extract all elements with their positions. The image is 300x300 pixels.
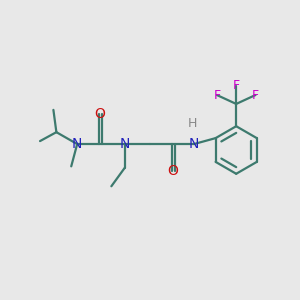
Text: O: O [94,107,105,121]
Text: F: F [252,88,259,101]
Text: N: N [119,137,130,151]
Text: F: F [213,88,220,101]
Text: N: N [189,137,199,151]
Text: O: O [167,164,178,178]
Text: N: N [72,137,83,151]
Text: H: H [188,117,197,130]
Text: F: F [232,79,240,92]
